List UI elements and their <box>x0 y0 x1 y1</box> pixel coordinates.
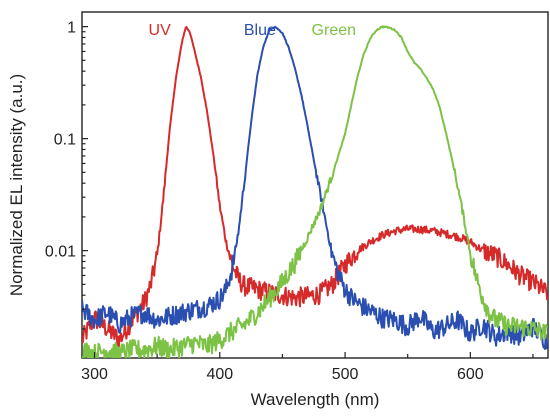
series-label-blue: Blue <box>244 22 276 39</box>
x-tick-label: 500 <box>332 366 359 383</box>
x-axis-title: Wavelength (nm) <box>251 390 380 409</box>
y-axis-title: Normalized EL intensity (a.u.) <box>7 74 26 296</box>
series-uv: UV <box>82 22 548 349</box>
series-green-line <box>82 25 548 358</box>
x-tick-label: 600 <box>457 366 484 383</box>
series-green: Green <box>82 22 548 358</box>
plot-area <box>81 11 549 359</box>
y-tick-label: 1 <box>67 20 76 37</box>
y-tick-label: 0.01 <box>45 244 76 261</box>
y-tick-label: 0.1 <box>54 132 76 149</box>
series-label-uv: UV <box>149 22 172 39</box>
x-tick-label: 400 <box>206 366 233 383</box>
x-tick-label: 300 <box>81 366 108 383</box>
series-layer: UV Blue Green <box>82 22 548 358</box>
axes-layer: 300 400 500 600 1 0.1 0.01 <box>45 20 534 383</box>
series-blue-line <box>82 25 548 350</box>
plot-frame <box>81 11 549 359</box>
series-uv-line <box>82 26 548 349</box>
series-label-green: Green <box>312 22 356 39</box>
series-blue: Blue <box>82 22 548 350</box>
